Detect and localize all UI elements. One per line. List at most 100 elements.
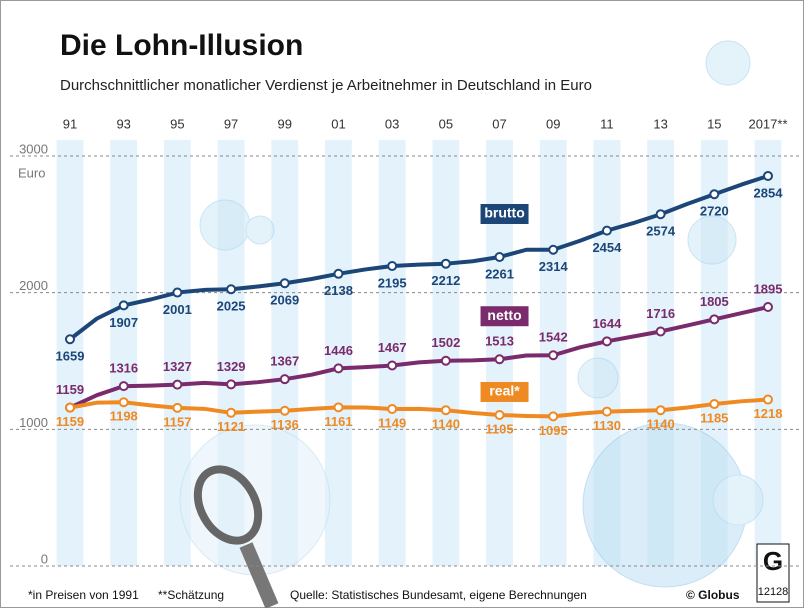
point <box>227 409 235 417</box>
data-label: 1130 <box>593 418 621 433</box>
credit: © Globus <box>686 588 740 602</box>
data-label: 1716 <box>646 306 675 321</box>
x-tick-label: 09 <box>546 116 560 131</box>
footnote: *in Preisen von 1991 <box>28 588 139 602</box>
point <box>281 407 289 415</box>
data-label: 2195 <box>378 275 407 290</box>
point <box>657 327 665 335</box>
stripe <box>110 140 137 566</box>
data-label: 1367 <box>270 354 299 369</box>
data-label: 1095 <box>539 423 568 438</box>
data-label: 1542 <box>539 330 568 345</box>
point <box>442 406 450 414</box>
point <box>120 382 128 390</box>
data-label: 1644 <box>592 316 622 331</box>
point <box>173 404 181 412</box>
point <box>227 285 235 293</box>
x-tick-label: 2017** <box>748 116 787 131</box>
y-unit: Euro <box>18 165 45 180</box>
data-label: 2854 <box>754 185 784 200</box>
point <box>710 315 718 323</box>
point <box>549 351 557 359</box>
y-tick-label: 3000 <box>19 141 48 156</box>
x-tick-label: 95 <box>170 116 184 131</box>
legend-label: netto <box>487 307 521 323</box>
data-label: 1198 <box>110 409 138 424</box>
y-tick-label: 0 <box>41 551 48 566</box>
stripe <box>432 140 459 566</box>
data-label: 1185 <box>700 410 728 425</box>
y-tick-label: 1000 <box>19 415 48 430</box>
point <box>334 270 342 278</box>
source: Quelle: Statistisches Bundesamt, eigene … <box>290 588 587 602</box>
x-tick-label: 11 <box>600 116 614 131</box>
data-label: 1105 <box>485 421 513 436</box>
chart: Die Lohn-Illusion Durchschnittlicher mon… <box>0 0 804 608</box>
point <box>388 362 396 370</box>
point <box>710 190 718 198</box>
x-tick-label: 99 <box>278 116 292 131</box>
data-label: 1157 <box>163 414 191 429</box>
point <box>710 400 718 408</box>
point <box>657 406 665 414</box>
data-label: 1467 <box>378 340 407 355</box>
point <box>657 210 665 218</box>
point <box>120 301 128 309</box>
data-label: 1140 <box>432 417 460 432</box>
data-label: 1121 <box>217 419 245 434</box>
x-tick-label: 91 <box>63 116 77 131</box>
point <box>496 253 504 261</box>
data-label: 1329 <box>217 359 246 374</box>
data-label: 1659 <box>56 349 85 364</box>
y-tick-label: 2000 <box>19 278 48 293</box>
graphic-number: 12128 <box>758 586 789 598</box>
data-label: 2261 <box>485 266 514 281</box>
chart-title: Die Lohn-Illusion <box>60 29 303 62</box>
data-label: 1327 <box>163 359 192 374</box>
point <box>496 411 504 419</box>
x-tick-label: 05 <box>439 116 453 131</box>
data-label: 2212 <box>431 273 460 288</box>
point <box>603 227 611 235</box>
data-label: 1159 <box>56 382 84 397</box>
point <box>66 335 74 343</box>
point <box>764 396 772 404</box>
footnote: **Schätzung <box>158 588 224 602</box>
point <box>388 262 396 270</box>
legend-label: real* <box>489 383 520 399</box>
point <box>173 381 181 389</box>
point <box>603 408 611 416</box>
data-label: 1140 <box>647 417 675 432</box>
data-label: 2314 <box>539 259 569 274</box>
data-label: 1446 <box>324 343 353 358</box>
data-label: 1218 <box>754 406 783 421</box>
x-tick-label: 97 <box>224 116 238 131</box>
data-label: 2025 <box>217 299 246 314</box>
point <box>120 398 128 406</box>
x-tick-label: 13 <box>653 116 667 131</box>
data-label: 2069 <box>270 293 299 308</box>
point <box>764 172 772 180</box>
data-label: 1502 <box>431 335 460 350</box>
point <box>442 260 450 268</box>
data-label: 1149 <box>378 415 406 430</box>
point <box>66 404 74 412</box>
x-tick-label: 01 <box>331 116 345 131</box>
data-label: 1161 <box>324 414 352 429</box>
data-label: 2574 <box>646 224 676 239</box>
data-label: 1136 <box>271 417 299 432</box>
legend-label: brutto <box>484 205 524 221</box>
point <box>227 380 235 388</box>
x-tick-label: 07 <box>492 116 506 131</box>
point <box>334 364 342 372</box>
point <box>334 403 342 411</box>
point <box>549 246 557 254</box>
point <box>388 405 396 413</box>
point <box>496 355 504 363</box>
data-label: 2001 <box>163 302 192 317</box>
x-tick-label: 15 <box>707 116 721 131</box>
x-tick-label: 93 <box>116 116 130 131</box>
point <box>549 412 557 420</box>
data-label: 2720 <box>700 204 729 219</box>
data-label: 1159 <box>56 414 84 429</box>
